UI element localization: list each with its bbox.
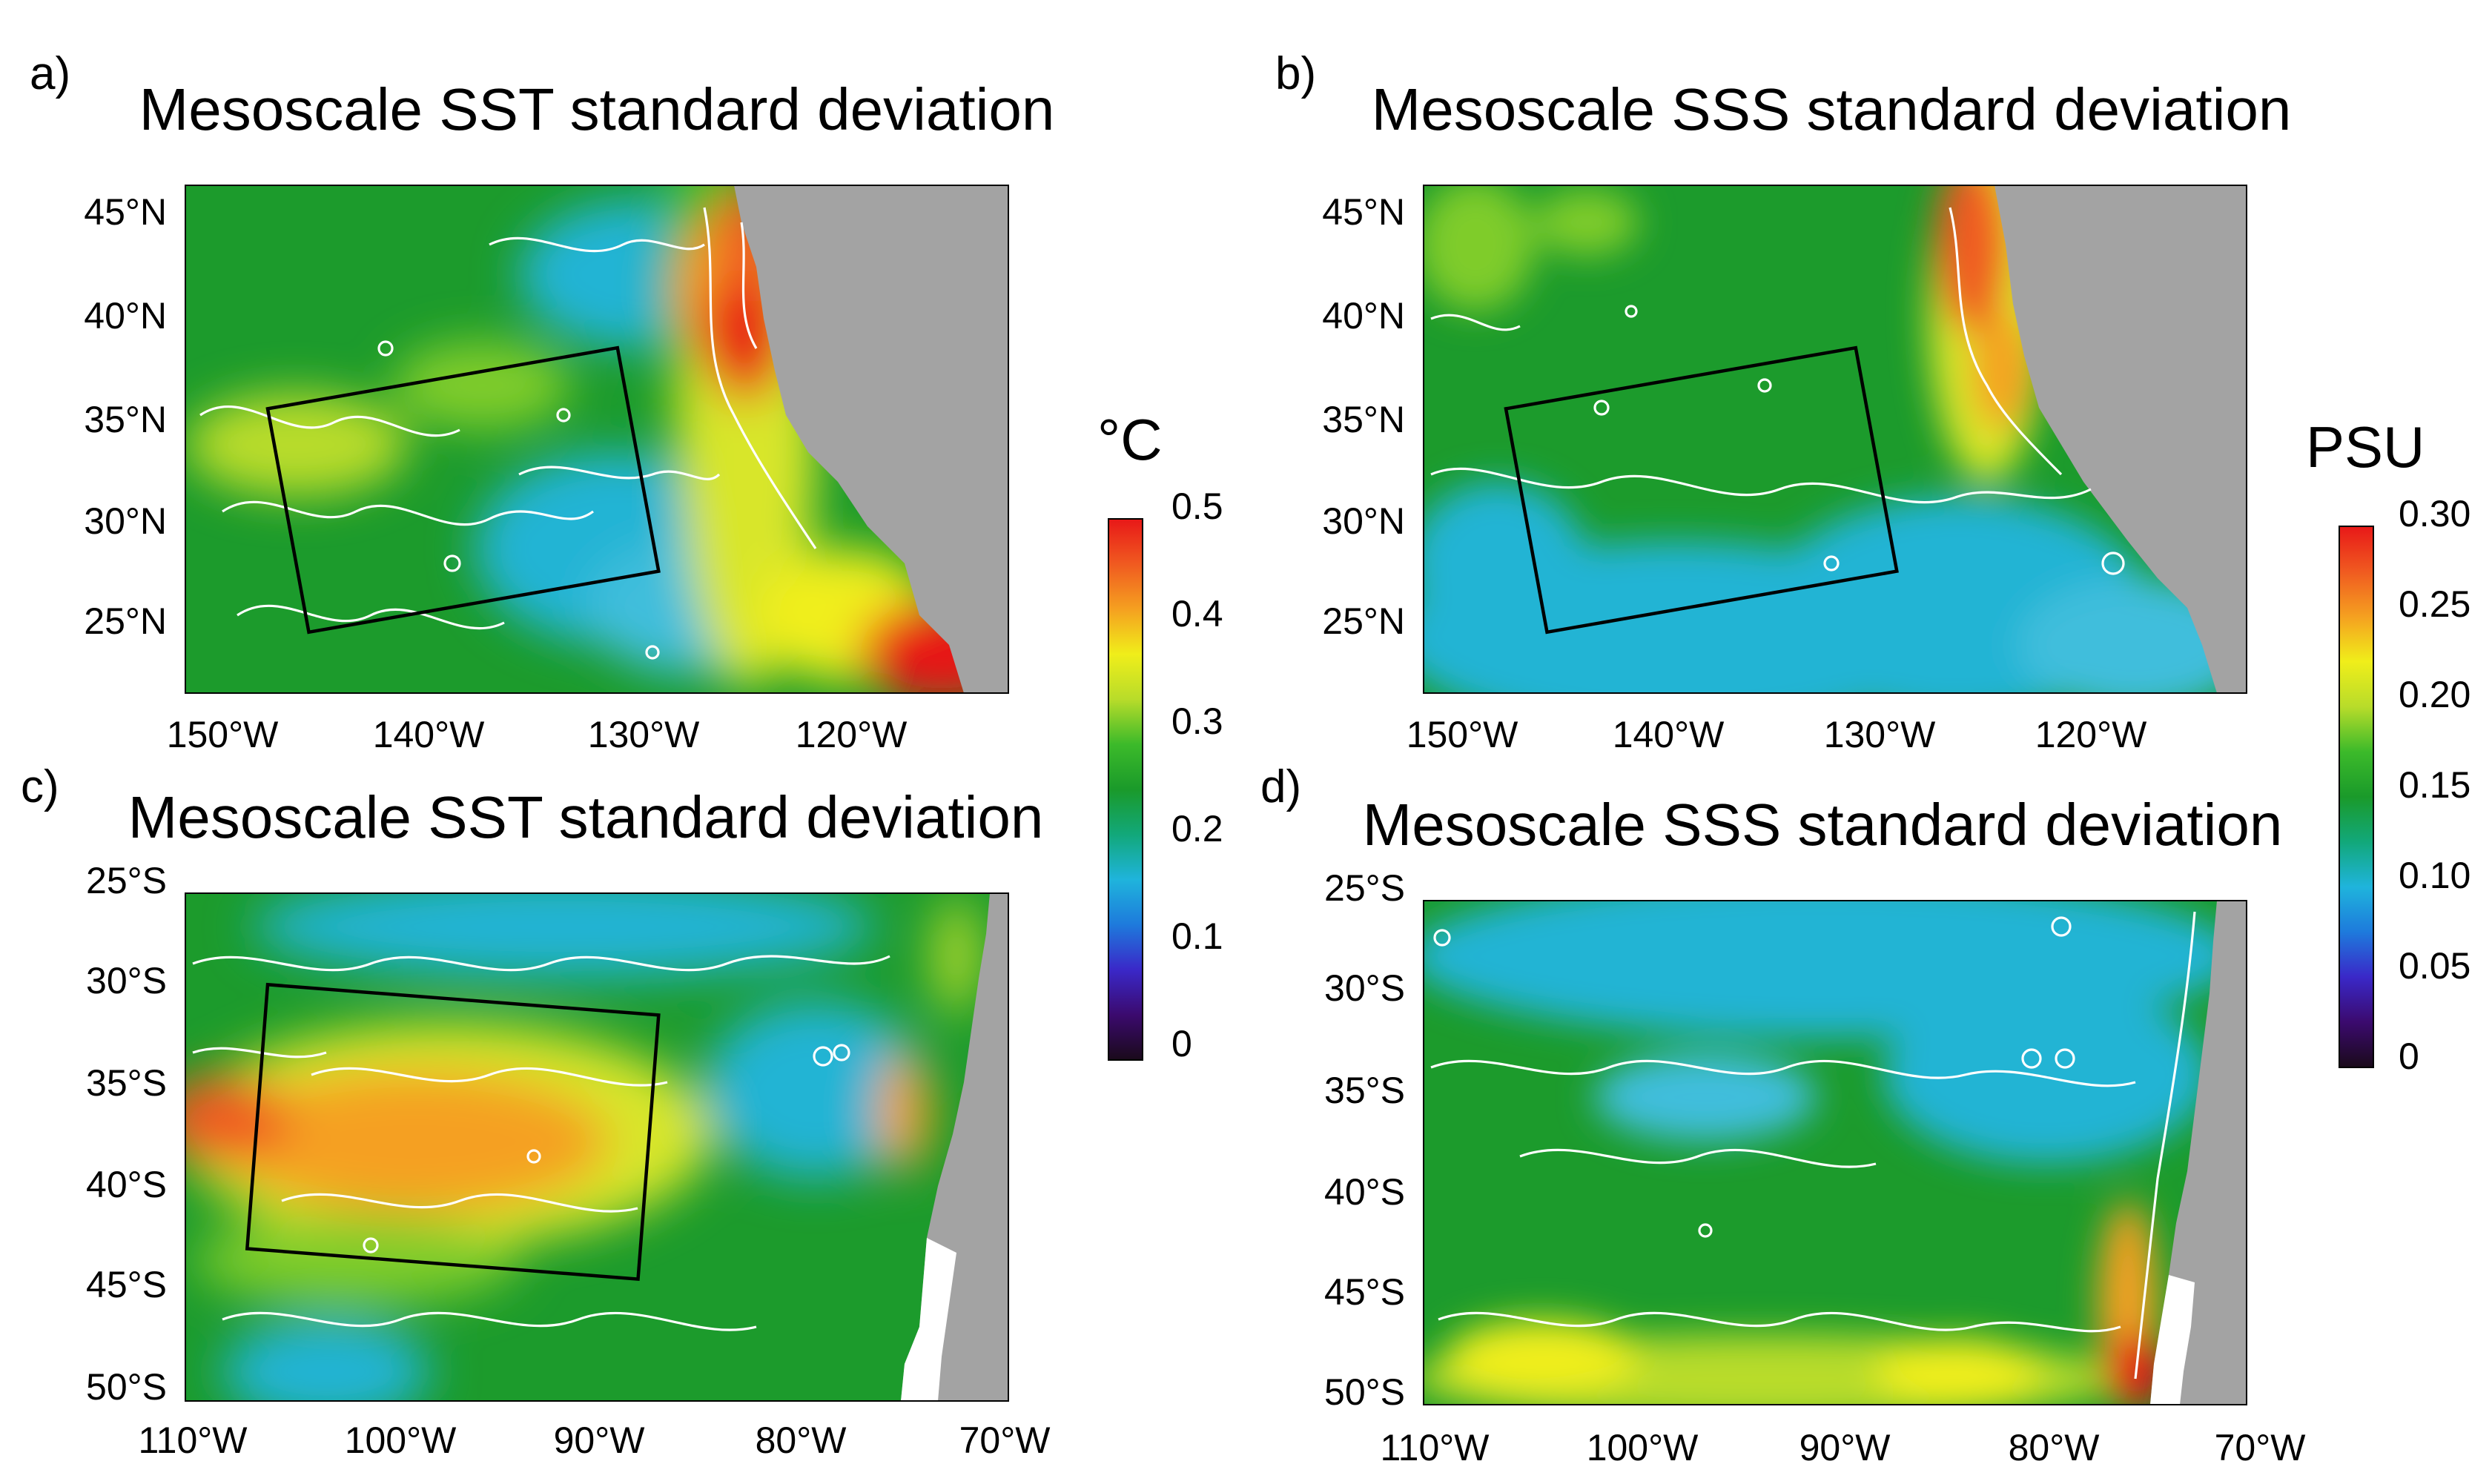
panel-c-xtick-110W: 110°W: [139, 1420, 248, 1461]
panel-a-x-ticks: 150°W 140°W 130°W 120°W: [167, 714, 908, 755]
panel-b-xtick-130W: 130°W: [1824, 714, 1936, 755]
panel-c-letter: c): [21, 761, 59, 812]
panel-c-xtick-70W: 70°W: [959, 1420, 1051, 1461]
panel-b-y-ticks: 45°N 40°N 35°N 30°N 25°N: [1322, 191, 1405, 642]
sss-colorbar-label-0.25: 0.25: [2399, 583, 2470, 625]
panel-b-xtick-150W: 150°W: [1407, 714, 1518, 755]
panel-a-xtick-120W: 120°W: [796, 714, 908, 755]
panel-c-region-box: [245, 982, 661, 1282]
sst-colorbar-unit: °C: [1097, 407, 1163, 472]
sss-colorbar-label-0.10: 0.10: [2399, 855, 2470, 896]
panel-c-xtick-100W: 100°W: [345, 1420, 457, 1461]
panel-d: d) Mesoscale SSS standard deviation: [1260, 761, 2306, 1468]
sst-colorbar-label-0.2: 0.2: [1171, 808, 1223, 849]
panel-b-field: [1424, 185, 2247, 693]
panel-c-y-ticks: 25°S 30°S 35°S 40°S 45°S 50°S: [86, 860, 167, 1408]
sst-colorbar-label-0: 0: [1171, 1023, 1192, 1064]
sst-colorbar-ramp: [1108, 518, 1143, 1061]
panel-b-region-box: [1504, 345, 1899, 635]
panel-a-xtick-140W: 140°W: [373, 714, 485, 755]
panel-b-ytick-40N: 40°N: [1322, 295, 1405, 337]
panel-c-title: Mesoscale SST standard deviation: [128, 784, 1044, 850]
panel-b-ytick-45N: 45°N: [1322, 191, 1405, 233]
sst-colorbar-label-0.5: 0.5: [1171, 486, 1223, 527]
panel-d-xtick-80W: 80°W: [2009, 1427, 2101, 1468]
panel-b-xtick-120W: 120°W: [2035, 714, 2147, 755]
panel-d-ytick-25S: 25°S: [1324, 867, 1405, 909]
sss-colorbar-ramp: [2339, 526, 2374, 1068]
panel-d-ytick-50S: 50°S: [1324, 1371, 1405, 1413]
panel-c-ytick-35S: 35°S: [86, 1062, 167, 1104]
panel-d-letter: d): [1260, 761, 1301, 812]
panel-d-field: [1424, 901, 2247, 1405]
panel-c-frame: [185, 892, 1009, 1402]
panel-c-ytick-30S: 30°S: [86, 960, 167, 1001]
panel-c-xtick-80W: 80°W: [756, 1420, 847, 1461]
panel-b-letter: b): [1275, 48, 1316, 99]
panel-d-x-ticks: 110°W 100°W 90°W 80°W 70°W: [1381, 1427, 2307, 1468]
sss-colorbar-label-0.20: 0.20: [2399, 674, 2470, 715]
panel-b-land: [1994, 185, 2247, 693]
panel-a-letter: a): [30, 48, 70, 99]
panel-d-title: Mesoscale SSS standard deviation: [1363, 792, 2283, 858]
panel-b-frame: [1423, 185, 2247, 694]
panel-a-ytick-25N: 25°N: [84, 600, 167, 642]
panel-a-xtick-150W: 150°W: [167, 714, 279, 755]
panel-b-ytick-30N: 30°N: [1322, 500, 1405, 542]
sss-colorbar-label-0.15: 0.15: [2399, 764, 2470, 806]
panel-d-frame: [1423, 900, 2247, 1405]
panel-d-xtick-100W: 100°W: [1587, 1427, 1699, 1468]
panel-a-ytick-35N: 35°N: [84, 399, 167, 440]
panel-b-xtick-140W: 140°W: [1613, 714, 1725, 755]
sss-colorbar-unit: PSU: [2306, 414, 2425, 480]
panel-a-ytick-30N: 30°N: [84, 500, 167, 542]
panel-b-x-ticks: 150°W 140°W 130°W 120°W: [1407, 714, 2147, 755]
panel-a-title: Mesoscale SST standard deviation: [139, 76, 1055, 142]
panel-c-ytick-40S: 40°S: [86, 1164, 167, 1205]
panel-a-ytick-45N: 45°N: [84, 191, 167, 233]
sss-colorbar-label-0: 0: [2399, 1036, 2419, 1077]
sss-colorbar-label-0.30: 0.30: [2399, 493, 2470, 534]
panel-d-xtick-110W: 110°W: [1381, 1427, 1490, 1468]
panel-a-ytick-40N: 40°N: [84, 295, 167, 337]
sst-colorbar: °C 0.5 0.4 0.3 0.2 0.1 0: [1097, 407, 1223, 1064]
panel-b-ytick-35N: 35°N: [1322, 399, 1405, 440]
panel-c-field: [185, 893, 1008, 1401]
panel-c-xtick-90W: 90°W: [554, 1420, 646, 1461]
panel-a-field: [185, 185, 1008, 693]
sst-colorbar-label-0.1: 0.1: [1171, 915, 1223, 957]
panel-c-ytick-50S: 50°S: [86, 1366, 167, 1408]
sss-colorbar: PSU 0.30 0.25 0.20 0.15 0.10 0.05 0: [2306, 414, 2470, 1077]
panel-d-ytick-40S: 40°S: [1324, 1171, 1405, 1213]
panel-d-ytick-35S: 35°S: [1324, 1070, 1405, 1111]
panel-a-frame: [185, 185, 1009, 694]
panel-b: b) Mesoscale SSS standard deviation: [1275, 48, 2291, 755]
panel-d-ytick-45S: 45°S: [1324, 1271, 1405, 1313]
panel-d-ytick-30S: 30°S: [1324, 967, 1405, 1009]
sst-colorbar-label-0.4: 0.4: [1171, 593, 1223, 635]
panel-c-x-ticks: 110°W 100°W 90°W 80°W 70°W: [139, 1420, 1051, 1461]
panel-a: a) Mesoscale SST standard deviation: [30, 48, 1054, 755]
sst-colorbar-label-0.3: 0.3: [1171, 700, 1223, 742]
panel-a-xtick-130W: 130°W: [588, 714, 700, 755]
panel-b-ytick-25N: 25°N: [1322, 600, 1405, 642]
panel-a-region-box: [265, 345, 661, 635]
sss-colorbar-label-0.05: 0.05: [2399, 945, 2470, 987]
panel-a-land: [734, 185, 1008, 693]
panel-c: c) Mesoscale SST standard deviation: [21, 761, 1051, 1461]
panel-c-ytick-45S: 45°S: [86, 1264, 167, 1305]
panel-c-ytick-25S: 25°S: [86, 860, 167, 901]
panel-d-xtick-90W: 90°W: [1799, 1427, 1891, 1468]
panel-d-y-ticks: 25°S 30°S 35°S 40°S 45°S 50°S: [1324, 867, 1405, 1413]
panel-d-xtick-70W: 70°W: [2215, 1427, 2307, 1468]
panel-b-title: Mesoscale SSS standard deviation: [1372, 76, 2292, 142]
panel-a-y-ticks: 45°N 40°N 35°N 30°N 25°N: [84, 191, 167, 642]
